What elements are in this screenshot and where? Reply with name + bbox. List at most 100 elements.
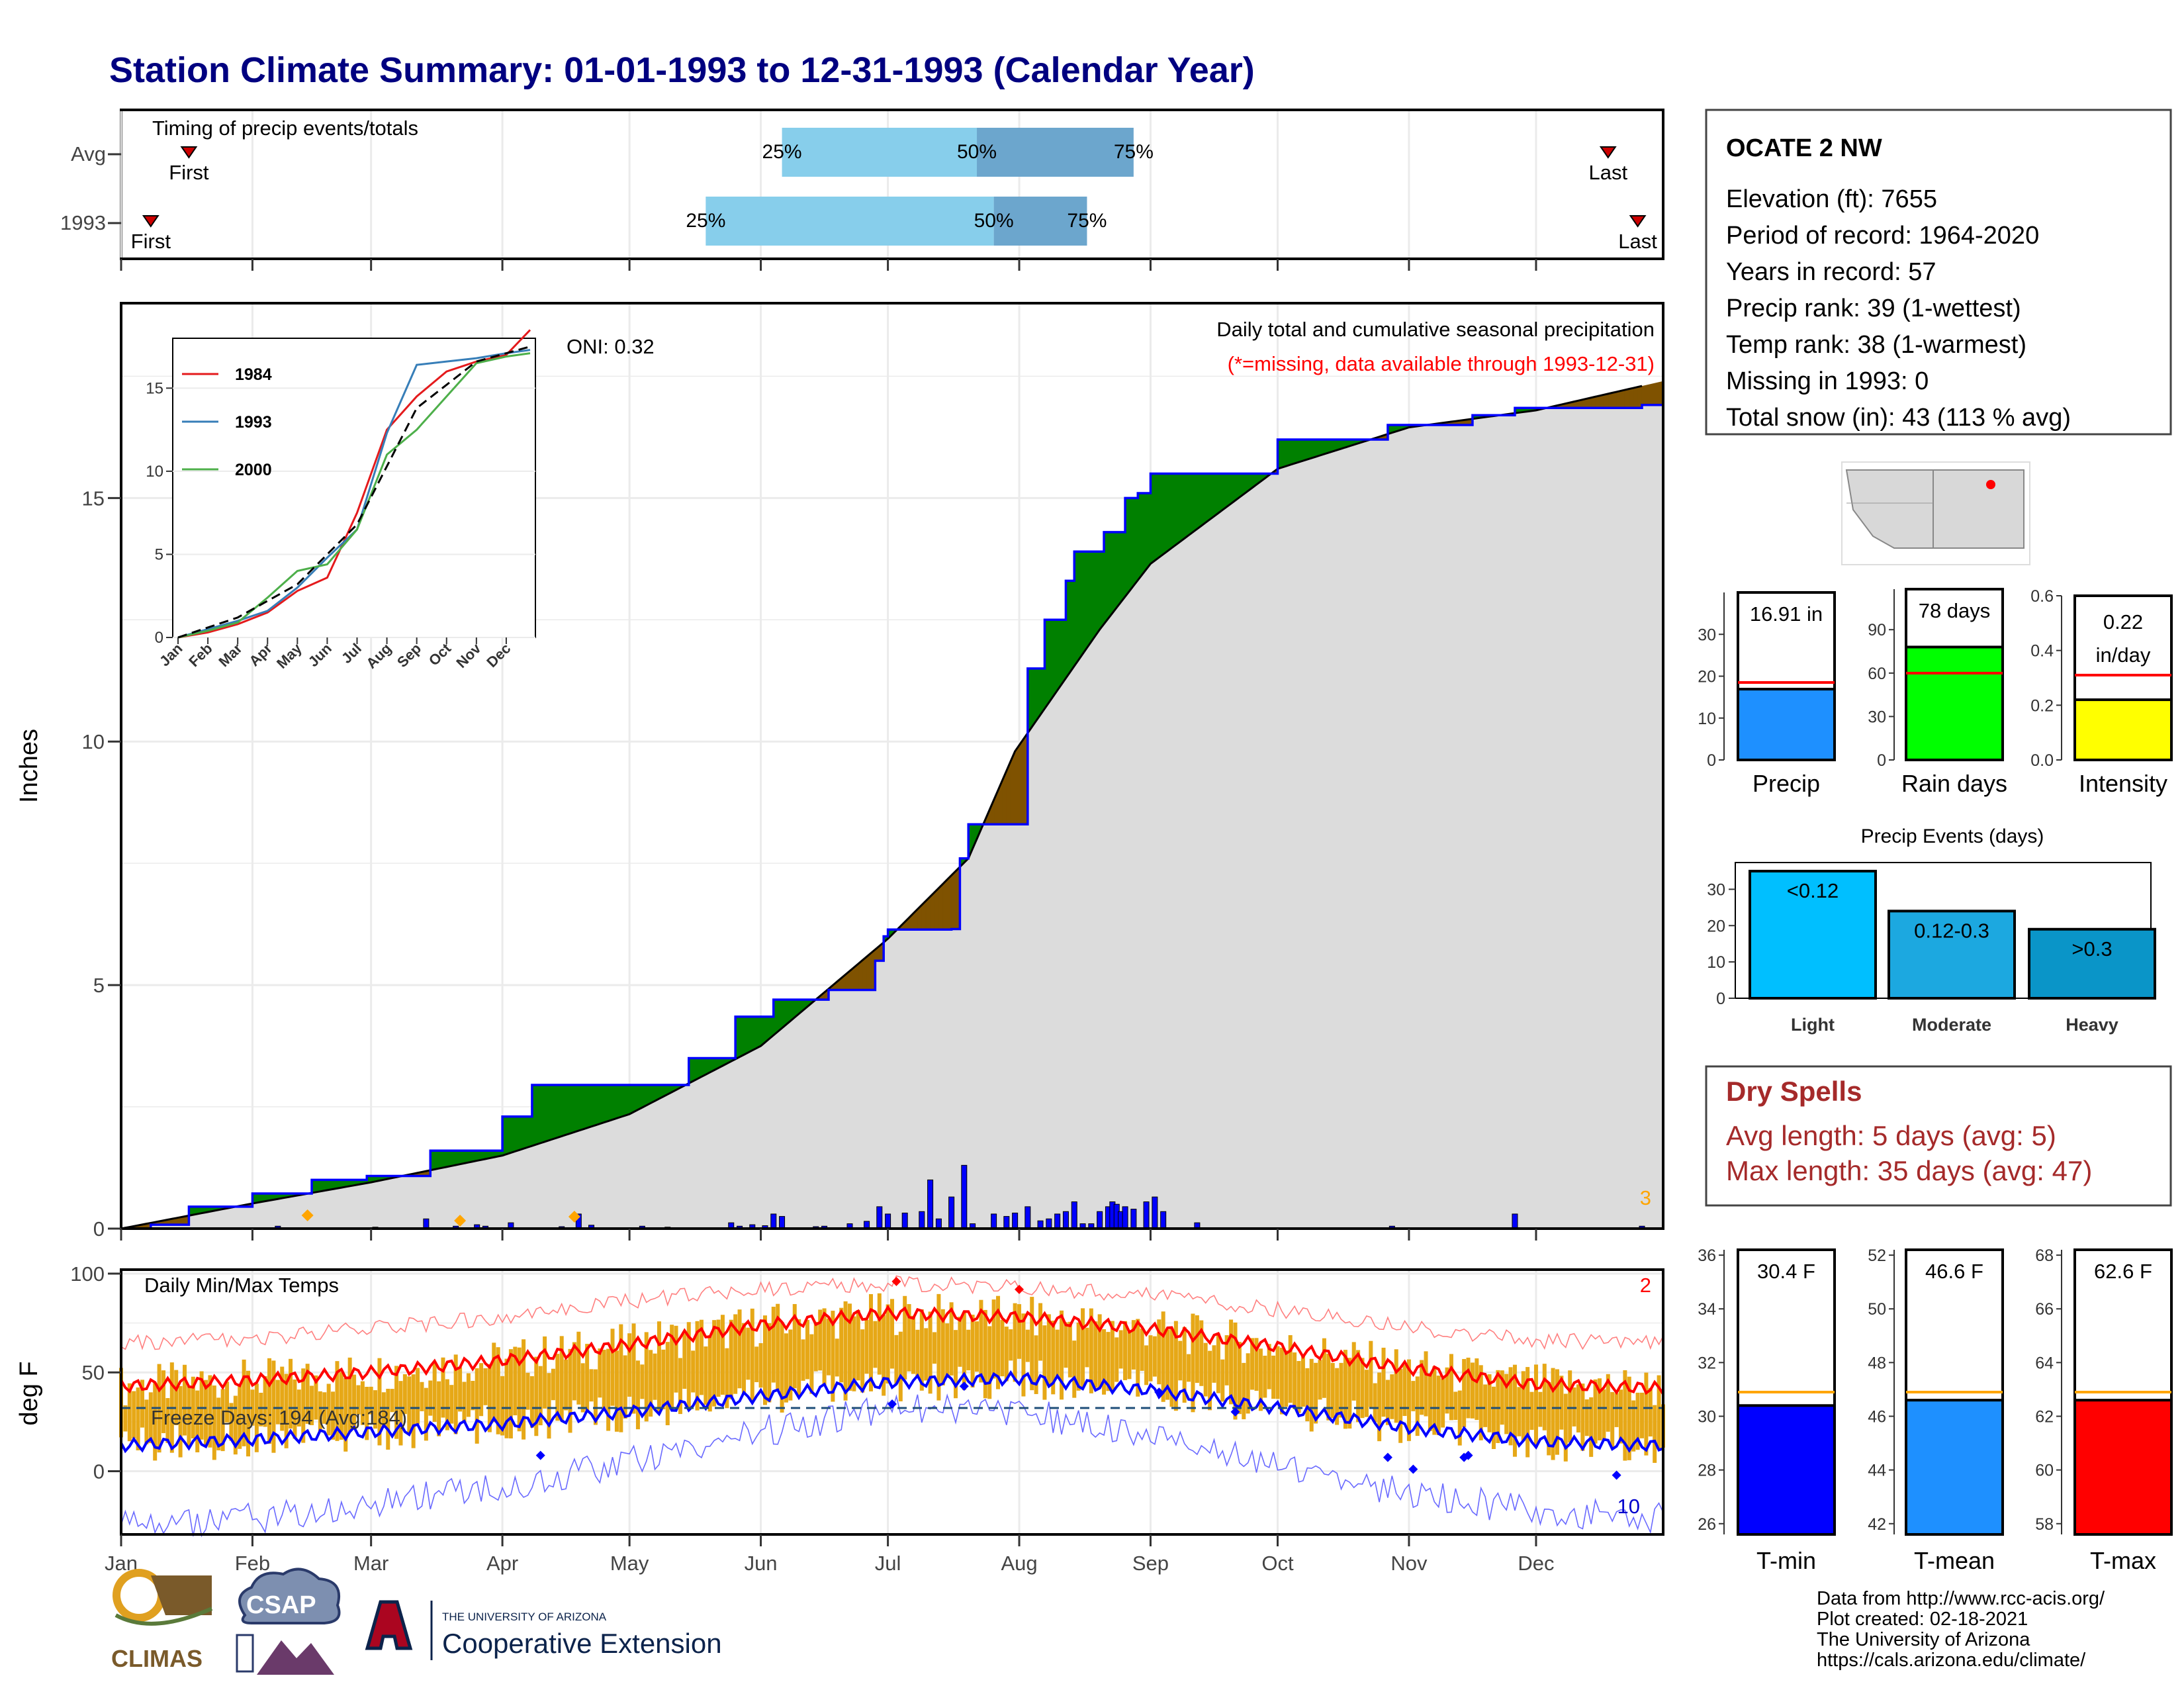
above-avg-area: [629, 1084, 634, 1115]
climas-logo-text: CLIMAS: [111, 1645, 203, 1672]
daily-temp-range-bar: [441, 1357, 445, 1418]
daily-temp-range-bar: [513, 1346, 518, 1416]
above-avg-area: [747, 1016, 753, 1053]
timing-bar-q25-q50: [782, 128, 978, 177]
daily-temp-range-bar: [966, 1329, 971, 1371]
first-event-label: First: [131, 230, 171, 253]
above-avg-area: [1052, 619, 1058, 698]
daily-temp-range-bar: [741, 1323, 746, 1395]
record-low-marker: [1408, 1464, 1418, 1474]
daily-temp-range-bar: [136, 1387, 140, 1450]
daily-temp-range-bar: [1343, 1350, 1347, 1429]
above-avg-area: [1078, 551, 1083, 661]
daily-temp-range-bar: [1046, 1314, 1051, 1386]
daily-precip-bar: [1143, 1201, 1150, 1229]
climas-logo: CLIMAS: [111, 1569, 213, 1672]
daily-temp-range-bar: [496, 1347, 500, 1434]
daily-temp-range-bar: [644, 1332, 649, 1422]
daily-temp-range-bar: [305, 1364, 310, 1424]
above-avg-area: [1167, 473, 1172, 552]
daily-temp-range-bar: [445, 1379, 449, 1430]
above-avg-area: [1091, 551, 1096, 643]
daily-temp-range-bar: [940, 1309, 945, 1385]
daily-temp-range-bar: [1538, 1391, 1543, 1427]
station-name: OCATE 2 NW: [1726, 134, 1882, 162]
daily-temp-range-bar: [1081, 1308, 1085, 1388]
daily-temp-range-bar: [898, 1331, 903, 1401]
daily-temp-range-bar: [1470, 1362, 1475, 1419]
daily-temp-range-bar: [369, 1386, 373, 1415]
tmax-tick-label: 60: [2035, 1462, 2054, 1480]
tmin-value-label: 30.4 F: [1757, 1260, 1815, 1283]
above-avg-area: [1057, 619, 1062, 692]
csap-logo: CSAP: [236, 1568, 341, 1675]
daily-temp-range-bar: [220, 1389, 225, 1452]
daily-temp-range-bar: [1449, 1354, 1453, 1421]
daily-temp-range-bar: [1457, 1390, 1462, 1446]
daily-temp-range-bar: [1428, 1373, 1432, 1431]
below-avg-area: [946, 874, 952, 930]
daily-temp-range-bar: [293, 1379, 297, 1439]
daily-temp-range-bar: [402, 1374, 407, 1415]
daily-temp-range-bar: [1453, 1391, 1458, 1421]
daily-temp-range-bar: [788, 1329, 793, 1401]
daily-precip-bar: [1130, 1209, 1137, 1229]
daily-temp-range-bar: [750, 1308, 754, 1401]
tmax-tick-label: 68: [2035, 1246, 2054, 1265]
daily-temp-range-bar: [1529, 1391, 1534, 1430]
daily-temp-range-bar: [1487, 1374, 1492, 1432]
daily-temp-range-bar: [1300, 1356, 1305, 1407]
daily-temp-range-bar: [326, 1383, 331, 1436]
daily-temp-range-bar: [1068, 1321, 1072, 1378]
daily-temp-range-bar: [649, 1350, 653, 1417]
daily-temp-range-bar: [1093, 1321, 1098, 1388]
daily-temp-range-bar: [1411, 1381, 1416, 1411]
daily-temp-range-bar: [229, 1403, 234, 1441]
daily-temp-range-bar: [314, 1375, 318, 1420]
daily-temp-range-bar: [284, 1374, 289, 1448]
daily-temp-range-bar: [475, 1368, 479, 1444]
daily-temp-range-bar: [797, 1319, 801, 1397]
daily-temp-range-bar: [559, 1336, 564, 1421]
daily-temp-range-bar: [733, 1314, 738, 1394]
avg-max-line: [120, 1304, 1664, 1395]
record-high-marker: [891, 1276, 901, 1286]
tmean-category-label: T-mean: [1914, 1547, 1995, 1574]
below-avg-area: [1620, 389, 1625, 408]
daily-temp-range-bar: [945, 1323, 950, 1378]
daily-temp-range-bar: [1072, 1340, 1077, 1398]
footer-line: Data from http://www.rcc-acis.org/: [1817, 1588, 2105, 1609]
daily-temp-range-bar: [449, 1385, 454, 1424]
daily-temp-range-bar: [852, 1316, 856, 1391]
above-avg-area: [612, 1084, 617, 1120]
daily-temp-range-bar: [1424, 1351, 1428, 1417]
precip-total-tick-label: 0: [1707, 751, 1716, 770]
daily-temp-range-bar: [280, 1366, 285, 1431]
daily-temp-range-bar: [462, 1382, 467, 1423]
daily-temp-range-bar: [466, 1373, 471, 1417]
daily-temp-range-bar: [716, 1319, 721, 1397]
below-avg-area: [1616, 390, 1621, 408]
month-tick-label: Jul: [875, 1552, 901, 1575]
daily-precip-bar: [1054, 1213, 1061, 1229]
daily-temp-range-bar: [1115, 1337, 1119, 1382]
intensity-tick-label: 0.2: [2030, 696, 2054, 715]
daily-temp-range-bar: [555, 1354, 560, 1421]
daily-temp-range-bar: [1263, 1355, 1267, 1398]
above-avg-area: [777, 999, 782, 1033]
daily-temp-range-bar: [640, 1364, 645, 1399]
daily-temp-range-bar: [1479, 1365, 1483, 1440]
daily-temp-range-bar: [585, 1344, 590, 1411]
temp-y-tick-label: 50: [82, 1361, 105, 1384]
intensity-tick-label: 0.4: [2030, 642, 2054, 661]
rain-days-tick-label: 0: [1877, 751, 1886, 770]
below-avg-area: [942, 878, 948, 930]
daily-temp-range-bar: [373, 1390, 378, 1429]
daily-temp-range-bar: [1555, 1369, 1559, 1455]
above-avg-area: [1031, 668, 1037, 728]
above-avg-area: [1214, 473, 1219, 517]
daily-temp-range-bar: [1152, 1336, 1157, 1377]
below-avg-area: [951, 870, 956, 929]
daily-temp-range-bar: [424, 1387, 428, 1441]
below-avg-area: [1612, 391, 1617, 408]
